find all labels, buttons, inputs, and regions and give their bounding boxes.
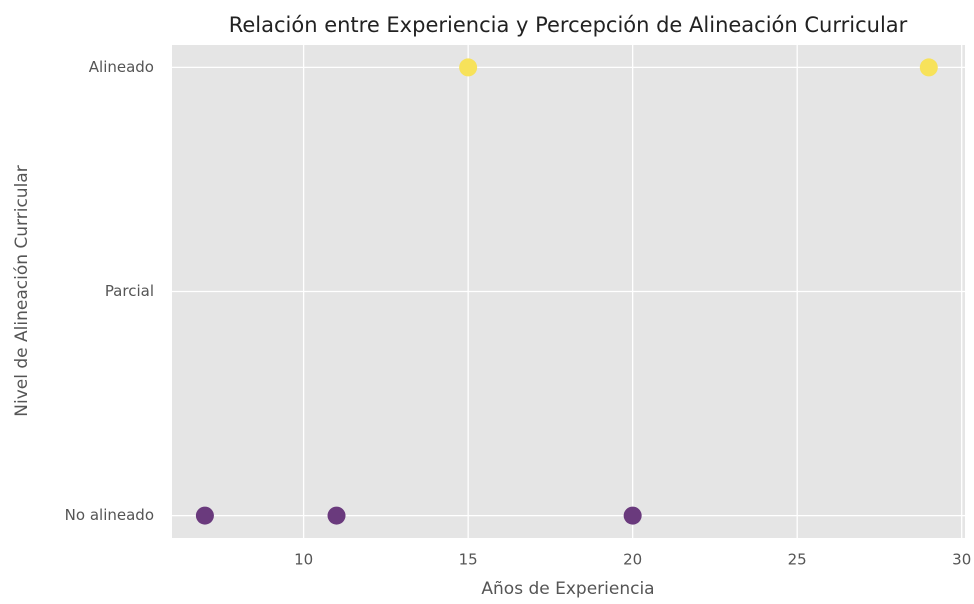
point [623, 506, 642, 525]
y-tick-label: Parcial [105, 282, 154, 300]
point [327, 506, 346, 525]
x-axis-label: Años de Experiencia [481, 579, 654, 599]
point [459, 58, 478, 77]
x-tick-label: 25 [788, 551, 807, 569]
chart-title: Relación entre Experiencia y Percepción … [229, 13, 908, 37]
y-axis-label: Nivel de Alineación Curricular [12, 165, 32, 416]
point [195, 506, 214, 525]
y-tick-label: No alineado [65, 506, 154, 524]
x-tick-label: 30 [952, 551, 971, 569]
x-tick-label: 15 [459, 551, 478, 569]
x-tick-label: 10 [294, 551, 313, 569]
y-tick-label: Alineado [89, 58, 154, 76]
point [919, 58, 938, 77]
x-tick-label: 20 [623, 551, 642, 569]
